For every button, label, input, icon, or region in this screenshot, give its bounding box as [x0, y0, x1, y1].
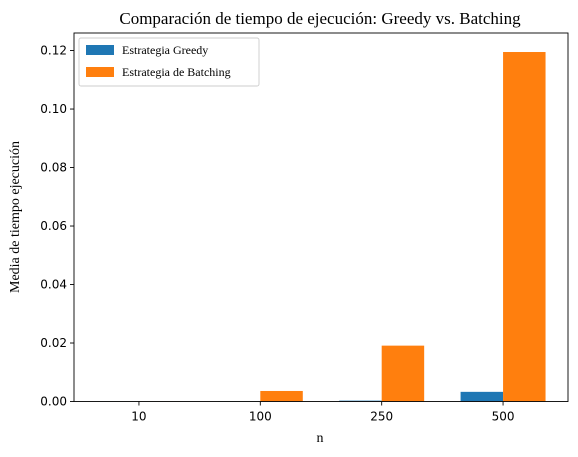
y-tick-label: 0.08 [40, 161, 67, 175]
bar-greedy-500 [460, 391, 504, 402]
legend-label-greedy: Estrategia Greedy [122, 43, 208, 57]
x-tick-label: 250 [370, 410, 393, 424]
y-tick-label: 0.12 [40, 44, 67, 58]
x-tick-label: 10 [131, 410, 146, 424]
legend-swatch-batching [86, 67, 114, 77]
legend-swatch-greedy [86, 45, 114, 55]
x-tick-label: 500 [492, 410, 515, 424]
bar-batching-250 [381, 345, 425, 402]
x-tick-label: 100 [249, 410, 272, 424]
y-tick-label: 0.06 [40, 219, 67, 233]
bar-batching-500 [503, 52, 546, 402]
chart-title: Comparación de tiempo de ejecución: Gree… [119, 9, 521, 28]
y-tick-label: 0.04 [40, 278, 67, 292]
legend: Estrategia Greedy Estrategia de Batching [78, 37, 260, 87]
bars-group [96, 52, 546, 402]
legend-label-batching: Estrategia de Batching [122, 65, 231, 79]
y-axis-label: Media de tiempo ejecución [8, 141, 23, 293]
plot-frame [73, 32, 569, 402]
y-tick-label: 0.10 [40, 102, 67, 116]
x-axis-label: n [317, 431, 324, 446]
legend-box [78, 37, 260, 87]
bar-batching-100 [260, 390, 303, 402]
x-axis-ticks: 10 100 250 500 [131, 401, 515, 424]
y-tick-label: 0.02 [40, 336, 67, 350]
y-tick-label: 0.00 [40, 395, 67, 409]
y-axis-ticks: 0.00 0.02 0.04 0.06 0.08 0.10 0.12 [40, 44, 74, 409]
